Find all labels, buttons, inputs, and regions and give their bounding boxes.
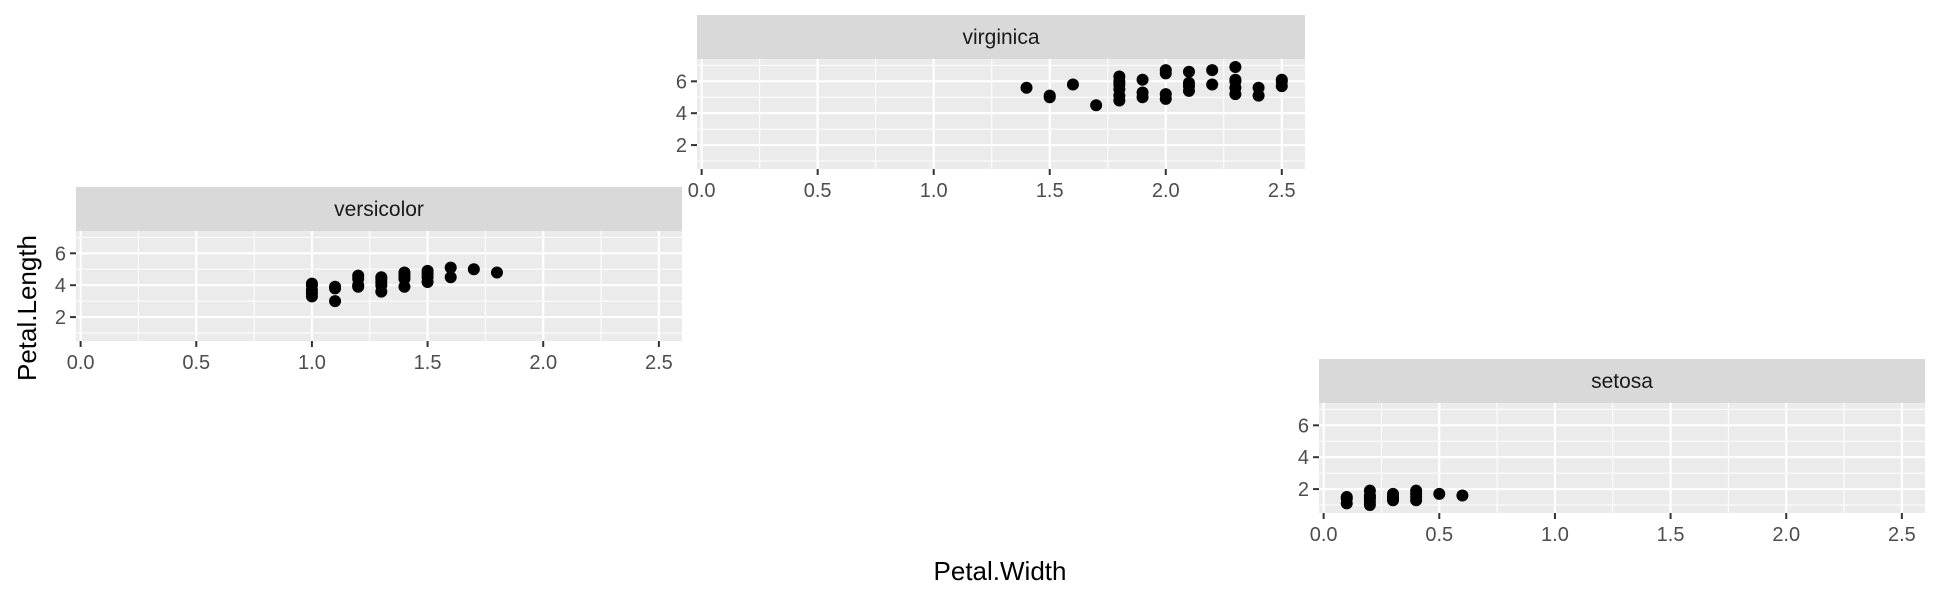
y-tick-label: 2 [676,135,687,157]
y-tick-label: 4 [55,275,66,297]
y-tick-label: 6 [676,71,687,93]
data-point [1090,99,1103,112]
data-point [329,295,342,308]
y-tick-label: 4 [1298,447,1309,469]
data-point [1113,70,1126,83]
data-point [1275,73,1288,86]
data-point [398,266,411,279]
data-point [1252,81,1265,94]
data-point [352,269,365,282]
data-point [444,261,457,274]
x-tick-label: 0.5 [1425,524,1453,546]
x-tick-label: 1.5 [1036,180,1064,202]
facet-versicolor: versicolor 2 4 6 0.0 0.5 1.0 1.5 2.0 2.5 [55,187,682,374]
x-tick-label: 0.0 [1310,524,1338,546]
x-tick-label: 2.0 [1152,180,1180,202]
data-point [1456,489,1469,502]
data-point [1229,73,1242,86]
x-tick-label: 2.5 [645,352,673,374]
data-point [1363,484,1376,497]
data-point [1159,88,1172,101]
data-point [444,271,457,284]
x-tick-label: 1.0 [298,352,326,374]
data-point [1206,64,1219,77]
data-point [490,266,503,279]
data-point [467,263,480,276]
x-tick-label: 1.0 [1541,524,1569,546]
x-tick-label: 2.0 [1772,524,1800,546]
data-point [421,264,434,277]
x-tick-label: 2.5 [1888,524,1916,546]
y-tick-label: 6 [55,243,66,265]
facet-strip [76,187,682,231]
data-point [1136,73,1149,86]
y-tick-label: 4 [676,103,687,125]
y-axis-title: Petal.Length [12,235,42,381]
x-tick-label: 2.5 [1268,180,1296,202]
data-point [1206,78,1219,91]
x-tick-label: 1.5 [1657,524,1685,546]
data-point [1410,484,1423,497]
x-tick-label: 1.5 [414,352,442,374]
data-point [305,277,318,290]
panel-content [697,59,1305,169]
facet-strip-label: virginica [962,26,1039,49]
y-tick-label: 6 [1298,415,1309,437]
panel-content [1319,403,1925,513]
panel-content [76,231,682,341]
x-tick-label: 2.0 [529,352,557,374]
x-tick-label: 0.0 [688,180,716,202]
x-tick-label: 0.5 [804,180,832,202]
x-axis-title: Petal.Width [934,556,1067,586]
data-point [1066,78,1079,91]
data-point [1043,89,1056,102]
facet-strip [1319,359,1925,403]
data-point [329,280,342,293]
data-point [1136,86,1149,99]
y-tick-label: 2 [55,307,66,329]
data-point [1020,81,1033,94]
facet-virginica: virginica 2 4 6 0.0 0.5 1.0 1.5 2.0 2.5 [676,15,1305,202]
facet-strip-label: setosa [1591,370,1653,393]
facet-setosa: setosa 2 4 6 0.0 0.5 1.0 1.5 2.0 2.5 [1298,359,1925,546]
data-point [1229,60,1242,73]
data-point [1433,487,1446,500]
data-point [1182,76,1195,89]
data-point [375,271,388,284]
x-tick-label: 1.0 [920,180,948,202]
data-point [1340,491,1353,504]
x-tick-label: 0.5 [182,352,210,374]
facet-strip [697,15,1305,59]
x-tick-label: 0.0 [67,352,95,374]
y-tick-label: 2 [1298,479,1309,501]
facet-strip-label: versicolor [334,198,424,221]
data-point [1159,64,1172,77]
data-point [1387,487,1400,500]
data-point [1182,65,1195,78]
